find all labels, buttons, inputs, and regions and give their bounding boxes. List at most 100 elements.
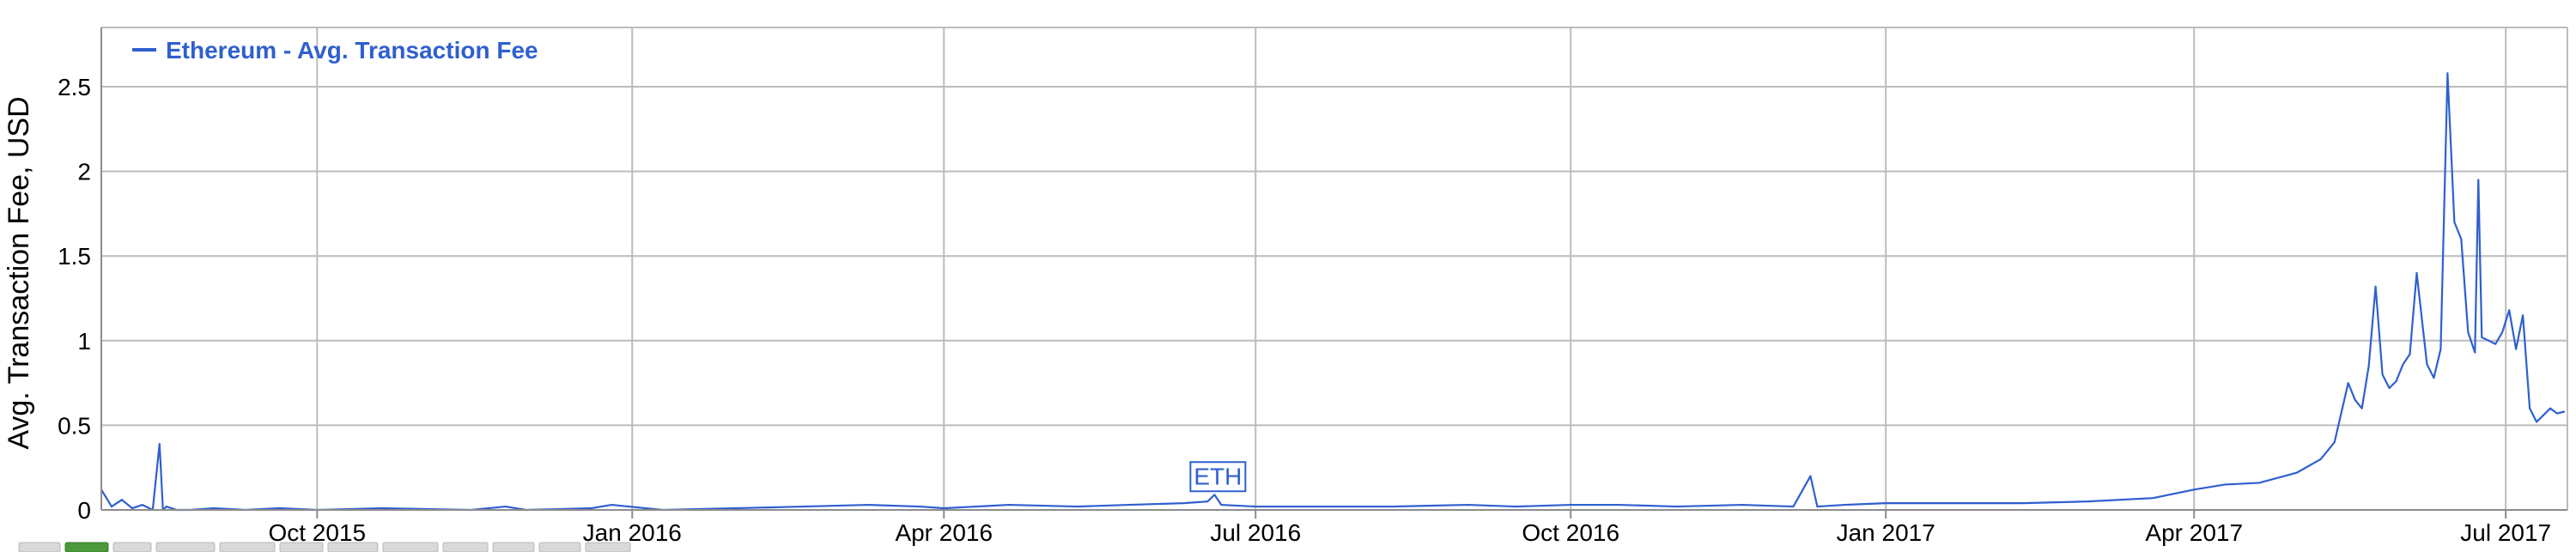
data-point	[2409, 353, 2411, 355]
data-point	[1182, 502, 1185, 505]
x-tick-label: Oct 2015	[268, 519, 366, 546]
data-point	[2474, 351, 2476, 354]
data-point	[1220, 504, 1223, 506]
x-tick-label: Jan 2017	[1837, 519, 1935, 546]
bottom-tab[interactable]	[155, 542, 216, 552]
y-axis-label-layer: Avg. Transaction Fee, USD	[3, 96, 35, 449]
bottom-tab[interactable]	[327, 542, 379, 552]
data-point	[2152, 497, 2154, 500]
data-point	[2224, 483, 2227, 486]
data-point	[2402, 363, 2404, 366]
data-point	[111, 506, 112, 507]
y-axis-label: Avg. Transaction Fee, USD	[3, 96, 35, 449]
data-point	[2360, 407, 2363, 409]
bottom-tab[interactable]	[492, 542, 535, 552]
bottom-tab[interactable]	[219, 542, 276, 552]
data-point	[2543, 414, 2544, 416]
data-point	[1809, 475, 1812, 477]
legend-layer: Ethereum - Avg. Transaction Fee	[132, 37, 538, 64]
data-point	[2488, 339, 2490, 342]
data-point	[2087, 500, 2089, 503]
y-tick-label: 1	[77, 328, 91, 355]
data-point	[2446, 72, 2449, 75]
x-tick-label: Apr 2016	[895, 519, 993, 546]
data-point	[867, 504, 870, 506]
bottom-tab[interactable]	[585, 542, 631, 552]
data-point	[2193, 488, 2196, 491]
data-point	[2395, 380, 2397, 383]
y-tick-label: 0	[77, 497, 91, 524]
data-point	[2021, 502, 2024, 505]
bottom-tab[interactable]	[442, 542, 489, 552]
x-tick-label: Apr 2017	[2145, 519, 2243, 546]
data-point	[2433, 377, 2435, 379]
data-point	[2549, 407, 2551, 409]
data-point	[2536, 421, 2538, 423]
data-point	[2453, 221, 2456, 223]
data-point	[2494, 343, 2497, 345]
x-tick-label: Jan 2016	[583, 519, 682, 546]
data-point	[2563, 410, 2565, 413]
data-point	[943, 507, 945, 509]
data-point	[2426, 363, 2428, 366]
data-point	[2501, 331, 2504, 333]
data-point	[2367, 365, 2370, 367]
data-point	[2354, 398, 2356, 401]
bottom-tab-strip	[18, 542, 631, 552]
bottom-tab[interactable]	[279, 542, 324, 552]
data-point	[2439, 348, 2442, 350]
data-point	[1844, 504, 1846, 506]
x-tick-label: Oct 2016	[1522, 519, 1619, 546]
data-point	[802, 506, 805, 507]
bottom-tab[interactable]	[112, 542, 152, 552]
data-point	[1008, 504, 1010, 506]
data-point	[381, 507, 383, 509]
data-point	[2295, 471, 2298, 474]
data-point	[278, 507, 281, 509]
bottom-tab[interactable]	[538, 542, 581, 552]
bottom-tab[interactable]	[18, 542, 61, 552]
data-point	[1792, 506, 1795, 507]
data-point	[1076, 506, 1078, 507]
data-point	[1515, 506, 1517, 507]
data-point	[734, 507, 736, 509]
data-point	[1467, 504, 1469, 506]
data-point	[141, 504, 143, 506]
grid-layer	[101, 27, 2568, 511]
data-point	[2529, 407, 2531, 409]
data-point	[2508, 309, 2511, 312]
data-point	[1741, 504, 1743, 506]
data-point	[2347, 382, 2349, 385]
y-tick-label: 0.5	[58, 412, 91, 439]
data-point	[2522, 314, 2524, 317]
data-point	[1213, 494, 1216, 496]
eth-annotation-box	[1189, 461, 1247, 493]
data-point	[213, 507, 216, 509]
annotation-layer: ETH	[1189, 461, 1247, 493]
x-tick-label: Jul 2017	[2460, 519, 2551, 546]
data-point	[1206, 500, 1209, 503]
data-point	[2333, 441, 2336, 444]
data-point	[165, 506, 167, 507]
data-point	[1950, 502, 1952, 505]
data-point	[919, 506, 921, 507]
data-point	[2381, 373, 2384, 376]
data-point	[2481, 336, 2483, 338]
data-point	[1570, 504, 1572, 506]
data-point	[158, 443, 161, 445]
data-point	[1127, 504, 1130, 506]
bottom-tab-active[interactable]	[64, 542, 109, 552]
axis-layer: 0 0.5 1 1.5 2 2.5 Oct 2015 Jan 2016 Apr 2016 Jul …	[58, 27, 2567, 546]
data-point	[2388, 387, 2391, 389]
y-tick-label: 2	[77, 159, 91, 185]
data-point	[1255, 506, 1257, 507]
data-point	[2556, 412, 2558, 415]
y-tick-label: 1.5	[58, 243, 91, 270]
data-point	[2515, 348, 2518, 350]
data-point	[2258, 482, 2260, 484]
data-point	[2374, 285, 2377, 288]
data-point	[1618, 504, 1619, 506]
bottom-tab[interactable]	[382, 542, 439, 552]
